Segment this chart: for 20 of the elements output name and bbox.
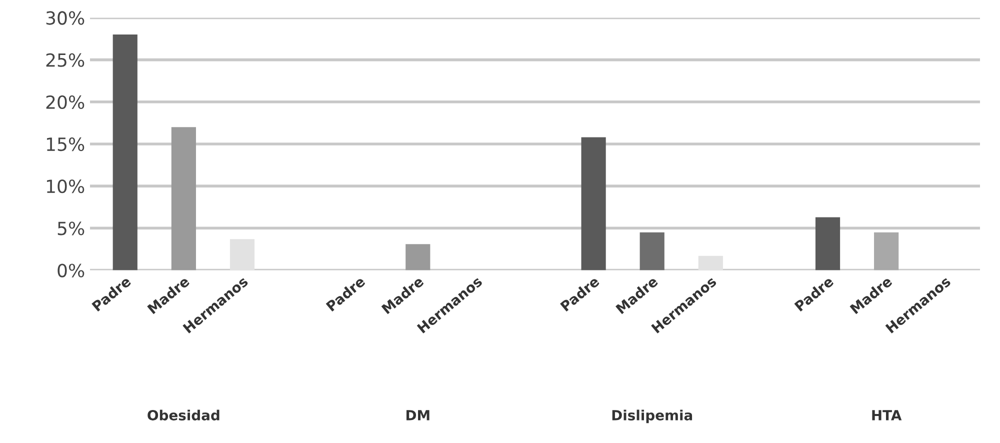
- y-tick-label: 20%: [46, 95, 84, 110]
- text: Obesidad: [148, 410, 220, 420]
- y-tick-label: 0%: [58, 264, 84, 278]
- text: DM: [406, 410, 430, 420]
- y-tick-label: 15%: [46, 137, 84, 152]
- y-tick-label: 30%: [46, 11, 84, 25]
- bar: [698, 256, 723, 270]
- bar: [230, 239, 255, 270]
- bar: [171, 127, 196, 270]
- y-tick-label: 5%: [58, 222, 84, 236]
- bar: [640, 232, 664, 270]
- bar: [581, 137, 606, 270]
- y-tick-label: 10%: [46, 180, 84, 194]
- text: Dislipemia: [612, 410, 692, 424]
- y-tick-label: 25%: [46, 53, 84, 67]
- bar: [874, 232, 899, 270]
- bar: [406, 244, 430, 270]
- bar: [815, 217, 840, 270]
- text: HTA: [872, 410, 902, 420]
- bar: [112, 34, 138, 270]
